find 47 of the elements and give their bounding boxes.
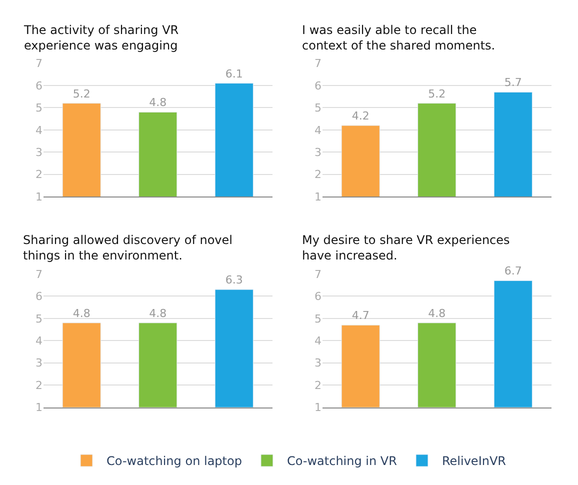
y-tick-label: 6 — [314, 290, 322, 304]
chart-title: My desire to share VR experiences have increased. — [302, 233, 510, 263]
y-tick-label: 5 — [35, 312, 42, 326]
y-tick-label: 7 — [35, 57, 42, 70]
data-label: 5.7 — [504, 76, 522, 90]
y-tick-label: 2 — [35, 168, 42, 182]
y-tick-label: 6 — [35, 79, 42, 92]
y-tick-label: 5 — [314, 102, 322, 115]
chart-title: I was easily able to recall the context of the shared moments. — [302, 23, 496, 53]
y-tick-label: 6 — [35, 290, 42, 304]
legend-label: Co-watching in VR — [286, 454, 397, 468]
data-label: 6.7 — [504, 264, 522, 278]
data-label: 4.8 — [428, 306, 446, 320]
y-tick-label: 4 — [35, 124, 42, 137]
chart-title: The activity of sharing VR experience was engaging — [23, 23, 179, 53]
y-tick-label: 4 — [314, 334, 322, 348]
y-tick-label: 3 — [314, 356, 322, 370]
data-label: 6.1 — [225, 67, 243, 80]
data-label: 4.2 — [352, 110, 370, 123]
y-tick-label: 4 — [314, 124, 322, 137]
legend-label: Co-watching on laptop — [106, 454, 242, 468]
data-label: 4.8 — [149, 306, 167, 320]
y-tick-label: 1 — [35, 401, 42, 414]
y-tick-label: 5 — [35, 102, 42, 115]
y-tick-label: 1 — [314, 401, 322, 414]
y-tick-label: 3 — [314, 146, 322, 160]
y-tick-label: 7 — [314, 57, 322, 70]
y-tick-label: 3 — [35, 356, 42, 370]
data-label: 5.2 — [428, 87, 446, 100]
y-tick-label: 3 — [35, 146, 42, 160]
y-tick-label: 2 — [314, 378, 322, 392]
data-label: 4.8 — [72, 306, 90, 320]
y-tick-label: 6 — [314, 79, 322, 92]
y-tick-label: 1 — [35, 190, 42, 204]
data-label: 5.2 — [72, 87, 90, 100]
data-label: 4.8 — [149, 96, 167, 110]
data-label: 4.7 — [352, 309, 370, 322]
legend-label: ReliveInVR — [442, 454, 506, 468]
y-tick-label: 1 — [314, 190, 322, 204]
y-tick-label: 2 — [314, 168, 322, 182]
y-tick-label: 2 — [35, 378, 42, 392]
y-tick-label: 4 — [35, 334, 42, 348]
y-tick-label: 7 — [314, 268, 322, 281]
chart-title: Sharing allowed discovery of novel things in the environment. — [23, 233, 232, 263]
y-tick-label: 7 — [35, 268, 42, 281]
y-tick-label: 5 — [314, 312, 322, 326]
data-label: 6.3 — [225, 274, 243, 287]
